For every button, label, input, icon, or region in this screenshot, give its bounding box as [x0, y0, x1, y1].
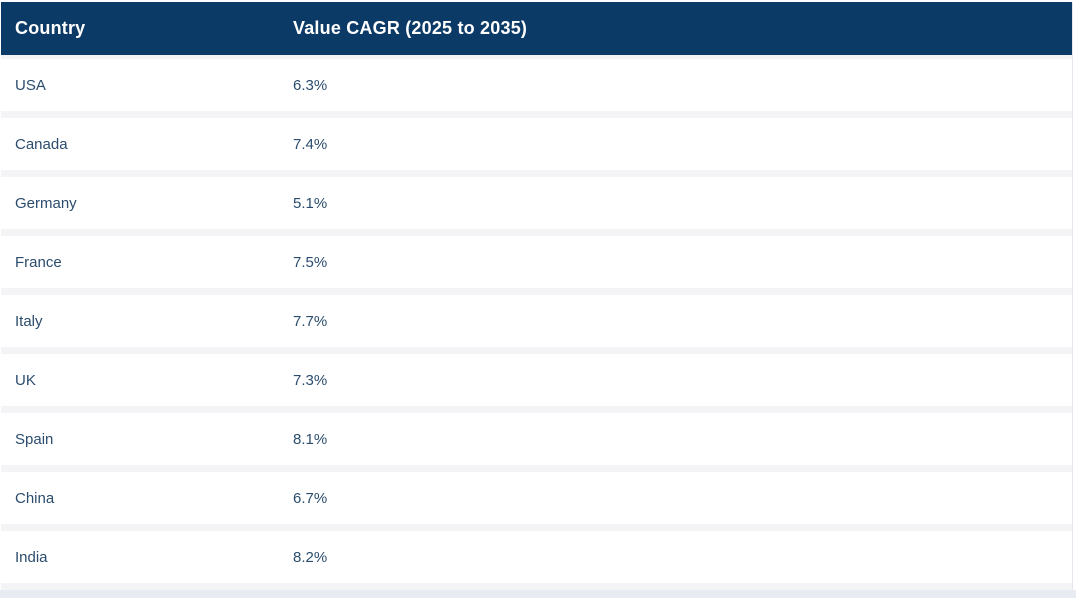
table-header-row: Country Value CAGR (2025 to 2035) [1, 2, 1072, 55]
cagr-value-cell: 7.3% [293, 371, 328, 389]
table-row: Canada 7.4% [1, 118, 1072, 170]
country-cell: India [15, 548, 48, 566]
column-header-country: Country [15, 18, 86, 38]
table-row: France 7.5% [1, 236, 1072, 288]
cagr-value-cell: 8.1% [293, 430, 328, 448]
cagr-value-cell: 7.4% [293, 135, 328, 153]
table-row: USA 6.3% [1, 59, 1072, 111]
column-header-value-cagr: Value CAGR (2025 to 2035) [293, 18, 528, 38]
cagr-value-cell: 7.5% [293, 253, 328, 271]
cagr-value-cell: 8.2% [293, 548, 328, 566]
country-cell: Germany [15, 194, 77, 212]
cagr-value-cell: 6.3% [293, 76, 328, 94]
table-row: Italy 7.7% [1, 295, 1072, 347]
cagr-value-cell: 5.1% [293, 194, 328, 212]
table-row: India 8.2% [1, 531, 1072, 583]
country-cell: France [15, 253, 62, 271]
table-row: Spain 8.1% [1, 413, 1072, 465]
table-row: UK 7.3% [1, 354, 1072, 406]
table-row: Germany 5.1% [1, 177, 1072, 229]
country-cell: China [15, 489, 55, 507]
country-cell: Italy [15, 312, 43, 330]
country-cell: USA [15, 76, 46, 94]
cagr-value-cell: 7.7% [293, 312, 328, 330]
cagr-value-cell: 6.7% [293, 489, 328, 507]
table-row: China 6.7% [1, 472, 1072, 524]
bottom-separator-band [0, 590, 1076, 598]
country-cell: UK [15, 371, 36, 389]
country-cagr-table: Country Value CAGR (2025 to 2035) USA 6.3… [1, 2, 1073, 590]
country-cell: Spain [15, 430, 54, 448]
country-cell: Canada [15, 135, 68, 153]
table-body: USA 6.3% Canada 7.4% Germany 5.1% France 7.5% It… [1, 59, 1072, 583]
